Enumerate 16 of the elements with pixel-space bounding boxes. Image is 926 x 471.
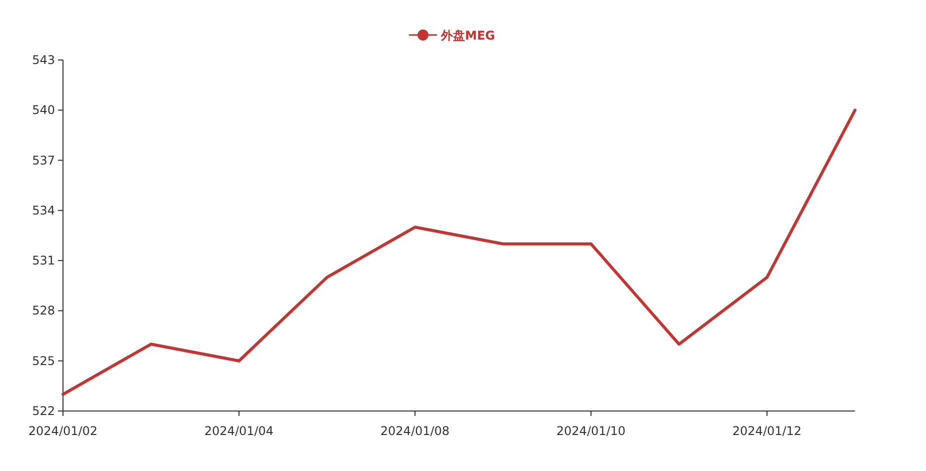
y-tick-label: 531 [32, 254, 55, 268]
x-tick-label: 2024/01/10 [556, 424, 626, 438]
x-tick-label: 2024/01/08 [380, 424, 450, 438]
y-tick-label: 534 [32, 203, 55, 218]
x-tick-label: 2024/01/12 [732, 424, 802, 438]
y-tick-label: 537 [32, 153, 55, 168]
y-tick-label: 525 [32, 354, 55, 368]
legend-label: 外盘MEG [440, 28, 495, 42]
x-tick-label: 2024/01/02 [28, 424, 98, 438]
y-tick-label: 528 [32, 304, 55, 318]
y-tick-label: 543 [32, 53, 55, 67]
y-tick-label: 522 [32, 404, 55, 418]
line-series [62, 108, 856, 396]
x-tick-label: 2024/01/04 [204, 424, 274, 438]
y-tick-label: 540 [32, 103, 55, 118]
legend: 外盘MEG [409, 28, 495, 42]
